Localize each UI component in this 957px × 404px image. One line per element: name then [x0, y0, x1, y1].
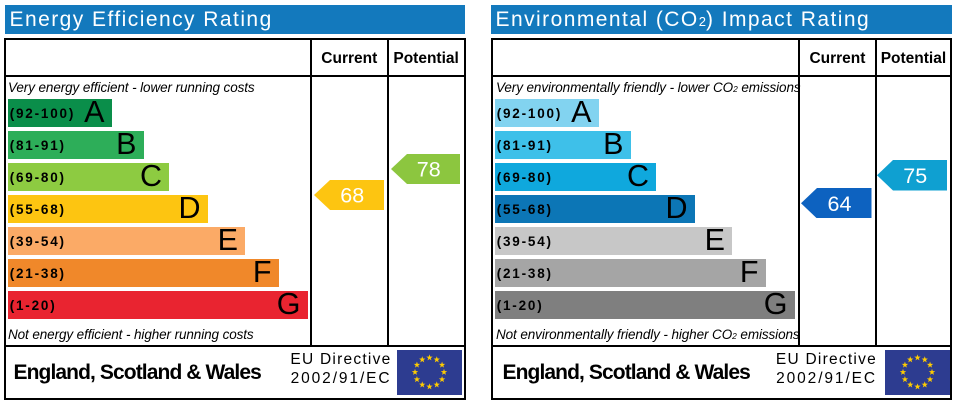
svg-text:64: 64: [828, 191, 852, 215]
svg-text:75: 75: [903, 164, 927, 188]
svg-text:78: 78: [417, 158, 441, 182]
svg-text:68: 68: [340, 183, 364, 207]
